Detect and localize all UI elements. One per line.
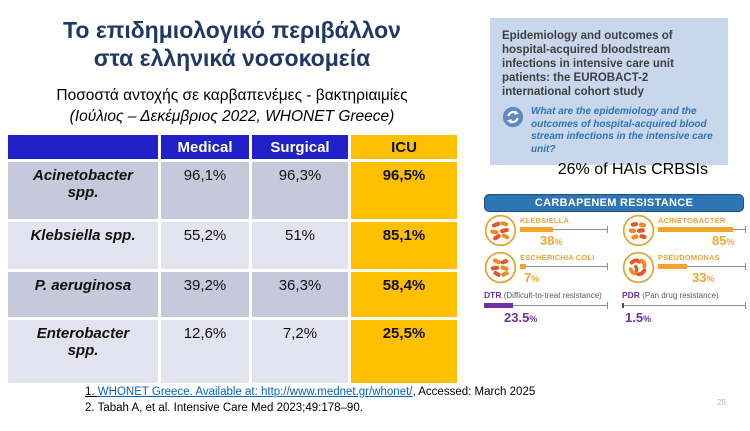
organism-cell: Enterobacter spp.	[8, 320, 158, 383]
pdr-bar	[622, 302, 746, 309]
acinetobacter-bar	[658, 226, 746, 233]
dtr-percent: 23.5%	[504, 310, 538, 325]
resistance-item-acinetobacter: ACINETOBACTER 85%	[622, 214, 746, 250]
reference-1: 1. WHONET Greece. Available at: http://w…	[85, 384, 535, 400]
acinetobacter-label: ACINETOBACTER	[658, 216, 726, 225]
surgical-cell: 96,3%	[252, 162, 348, 219]
pdr-label: PDR (Pan drug resistance)	[622, 290, 719, 300]
organism-cell: P. aeruginosa	[8, 272, 158, 317]
surgical-cell: 7,2%	[252, 320, 348, 383]
study-box: Epidemiology and outcomes of hospital-ac…	[490, 18, 728, 165]
cycle-arrows-icon	[502, 106, 524, 128]
carbapenem-infographic: KLEBSIELLA 38%	[484, 214, 746, 327]
klebsiella-label: KLEBSIELLA	[520, 216, 570, 225]
dtr-section: DTR (Difficult-to-treat resistance) 23.5…	[484, 290, 608, 327]
pdr-bar-fill	[622, 303, 624, 308]
medical-cell: 55,2%	[161, 222, 249, 269]
dtr-label: DTR (Difficult-to-treat resistance)	[484, 290, 602, 300]
table-row: Acinetobacter spp. 96,1% 96,3% 96,5%	[8, 162, 457, 219]
pseudomonas-percent: 33%	[692, 270, 715, 285]
references: 1. WHONET Greece. Available at: http://w…	[85, 384, 535, 416]
surgical-cell: 51%	[252, 222, 348, 269]
page-title: Το επιδημιολογικό περιβάλλον στα ελληνικ…	[0, 16, 464, 72]
infographic-left-column: KLEBSIELLA 38%	[484, 214, 608, 327]
medical-cell: 39,2%	[161, 272, 249, 317]
dtr-bar	[484, 302, 608, 309]
icu-cell: 25,5%	[351, 320, 457, 383]
reference-1-suffix: , Accessed: March 2025	[412, 386, 536, 398]
col-header-surgical: Surgical	[252, 135, 348, 159]
subtitle-line-2: (Ιούλιος – Δεκέμβριος 2022, WHONET Greec…	[69, 108, 395, 125]
carbapenem-resistance-banner: CARBAPENEM RESISTANCE	[484, 194, 744, 212]
ecoli-bar-fill	[520, 264, 527, 269]
slide-subtitle: Ποσοστά αντοχής σε καρβαπενέμες - βακτηρ…	[0, 85, 464, 127]
escherichia-coli-bacteria-icon	[484, 251, 517, 284]
ecoli-percent: 7%	[524, 270, 540, 285]
klebsiella-bar	[520, 226, 608, 233]
organism-cell: Acinetobacter spp.	[8, 162, 158, 219]
title-line-1: Το επιδημιολογικό περιβάλλον	[63, 17, 401, 43]
study-title: Epidemiology and outcomes of hospital-ac…	[502, 30, 674, 98]
klebsiella-percent: 38%	[540, 233, 563, 248]
icu-cell: 96,5%	[351, 162, 457, 219]
col-header-medical: Medical	[161, 135, 249, 159]
acinetobacter-bacteria-icon	[622, 214, 655, 247]
acinetobacter-bar-fill	[658, 227, 733, 232]
klebsiella-bar-fill	[520, 227, 554, 232]
surgical-cell: 36,3%	[252, 272, 348, 317]
pseudomonas-bar	[658, 263, 746, 270]
klebsiella-bacteria-icon	[484, 214, 517, 247]
ecoli-label: ESCHERICHIA COLI	[520, 253, 595, 262]
dtr-bar-fill	[484, 303, 514, 308]
medical-cell: 96,1%	[161, 162, 249, 219]
acinetobacter-percent: 85%	[712, 233, 735, 248]
table-row: Klebsiella spp. 55,2% 51% 85,1%	[8, 222, 457, 269]
resistance-item-klebsiella: KLEBSIELLA 38%	[484, 214, 608, 250]
pdr-percent: 1.5%	[625, 310, 652, 325]
table-header-row: Medical Surgical ICU	[8, 135, 457, 159]
resistance-item-ecoli: ESCHERICHIA COLI 7%	[484, 251, 608, 287]
pseudomonas-label: PSEUDOMONAS	[658, 253, 720, 262]
page-number: 25	[717, 398, 726, 407]
icu-cell: 58,4%	[351, 272, 457, 317]
ecoli-bar	[520, 263, 608, 270]
organism-cell: Klebsiella spp.	[8, 222, 158, 269]
reference-2: 2. Tabah A, et al. Intensive Care Med 20…	[85, 402, 363, 414]
icu-cell: 85,1%	[351, 222, 457, 269]
table-row: Enterobacter spp. 12,6% 7,2% 25,5%	[8, 320, 457, 383]
col-header-icu: ICU	[351, 135, 457, 159]
resistance-item-pseudomonas: PSEUDOMONAS 33%	[622, 251, 746, 287]
hais-note: 26% of HAIs CRBSIs	[557, 161, 708, 178]
pdr-section: PDR (Pan drug resistance) 1.5%	[622, 290, 746, 327]
pseudomonas-bar-fill	[658, 264, 688, 269]
pseudomonas-bacteria-icon	[622, 251, 655, 284]
table-row: P. aeruginosa 39,2% 36,3% 58,4%	[8, 272, 457, 317]
col-header-blank	[8, 135, 158, 159]
study-question-row: What are the epidemiology and the outcom…	[502, 106, 717, 156]
title-line-2: στα ελληνικά νοσοκομεία	[93, 45, 371, 71]
study-question: What are the epidemiology and the outcom…	[531, 106, 713, 155]
infographic-right-column: ACINETOBACTER 85%	[622, 214, 746, 327]
subtitle-line-1: Ποσοστά αντοχής σε καρβαπενέμες - βακτηρ…	[56, 87, 408, 104]
medical-cell: 12,6%	[161, 320, 249, 383]
reference-1-number: 1.	[85, 386, 98, 398]
whonet-link[interactable]: WHONET Greece. Available at: http://www.…	[97, 386, 413, 398]
resistance-table: Medical Surgical ICU Acinetobacter spp. …	[5, 132, 460, 386]
